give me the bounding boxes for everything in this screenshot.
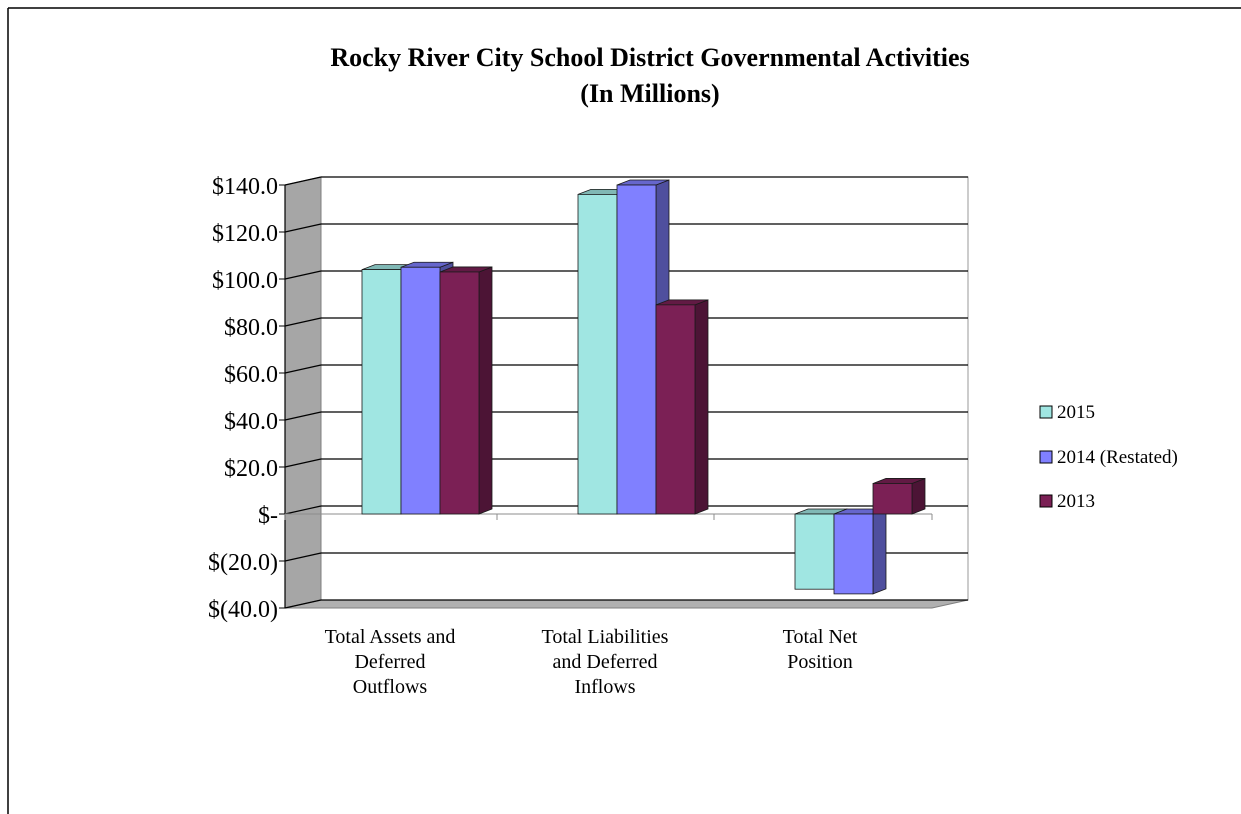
y-tick-label: $140.0 <box>212 174 278 200</box>
bar-front <box>833 513 874 595</box>
gridline-side <box>284 599 322 609</box>
bar-front <box>400 266 441 515</box>
gridline-side <box>284 270 322 280</box>
y-tick-label: $- <box>258 503 278 529</box>
category-label: Total Liabilities and Deferred Inflows <box>542 626 669 698</box>
category-label-line: Position <box>787 651 853 673</box>
y-tick-label: $20.0 <box>224 456 278 482</box>
category-label-line: Deferred <box>354 651 425 673</box>
bar-side <box>911 477 926 515</box>
category-label: Total Net Position <box>783 626 858 673</box>
bar-front <box>361 269 402 515</box>
chart-title: Rocky River City School District Governm… <box>330 43 969 72</box>
bar-side <box>872 508 887 595</box>
y-tick-label: $(20.0) <box>208 550 278 576</box>
legend-swatch <box>1039 450 1053 464</box>
bar-front <box>655 304 696 515</box>
category-label-line: and Deferred <box>553 651 658 673</box>
legend-label: 2014 (Restated) <box>1057 447 1178 468</box>
y-tick-label: $60.0 <box>224 362 278 388</box>
chart-subtitle: (In Millions) <box>580 79 719 108</box>
y-tick-label: $100.0 <box>212 268 278 294</box>
bar-side <box>478 266 493 515</box>
floor <box>284 599 969 609</box>
bar-front <box>872 483 913 515</box>
category-label-line: Total Net <box>783 626 858 648</box>
side-wall <box>284 176 322 609</box>
gridline-side <box>284 505 322 515</box>
y-tick-label: $40.0 <box>224 409 278 435</box>
gridline-side <box>284 552 322 562</box>
gridline-side <box>284 458 322 468</box>
category-label-line: Total Liabilities <box>542 626 669 648</box>
y-tick-label: $120.0 <box>212 221 278 247</box>
gridline-side <box>284 364 322 374</box>
bar <box>833 508 887 595</box>
legend-swatch <box>1039 405 1053 419</box>
category-label: Total Assets and Deferred Outflows <box>325 626 456 698</box>
plot-area: $140.0 $120.0 $100.0 $80.0 $60.0 $40.0 $20.0 $-… <box>208 174 969 698</box>
category-label-line: Inflows <box>574 676 635 698</box>
gridline-side <box>284 411 322 421</box>
bar-side <box>694 299 709 515</box>
category-label-line: Outflows <box>353 676 428 698</box>
bar-front <box>616 184 657 515</box>
legend: 2015 2014 (Restated) 2013 <box>1039 402 1178 512</box>
bar <box>439 266 493 515</box>
gridline-side <box>284 176 322 186</box>
bar-front <box>439 271 480 515</box>
gridline-side <box>284 317 322 327</box>
category-label-line: Total Assets and <box>325 626 456 648</box>
bar <box>655 299 709 515</box>
y-tick-label: $80.0 <box>224 315 278 341</box>
y-tick-label: $(40.0) <box>208 597 278 623</box>
bar <box>872 477 926 515</box>
legend-swatch <box>1039 494 1053 508</box>
legend-label: 2015 <box>1057 402 1095 423</box>
bar-front <box>794 513 835 590</box>
gridline-side <box>284 223 322 233</box>
legend-label: 2013 <box>1057 491 1095 512</box>
bar-front <box>577 193 618 515</box>
